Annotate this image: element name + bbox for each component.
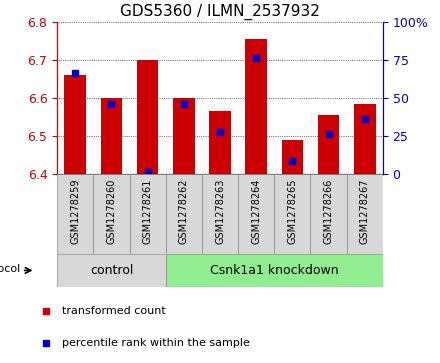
Bar (166, 174, 202, 254)
Bar (347, 174, 383, 254)
Bar (318, 115, 339, 174)
Text: GSM1278263: GSM1278263 (215, 178, 225, 244)
Bar (274, 174, 311, 254)
Text: GSM1278261: GSM1278261 (143, 178, 153, 244)
Bar (166, 254, 383, 287)
Text: control: control (90, 264, 133, 277)
Text: protocol: protocol (0, 264, 20, 274)
Bar (173, 98, 194, 174)
Text: percentile rank within the sample: percentile rank within the sample (62, 338, 249, 348)
Text: GSM1278262: GSM1278262 (179, 178, 189, 244)
Bar (57, 254, 166, 287)
Bar (238, 174, 274, 254)
Bar (64, 75, 86, 174)
Text: GSM1278259: GSM1278259 (70, 178, 80, 244)
Bar (202, 174, 238, 254)
Bar (101, 98, 122, 174)
Bar (246, 39, 267, 174)
Bar (129, 174, 166, 254)
Bar (282, 140, 303, 174)
Text: GSM1278267: GSM1278267 (360, 178, 370, 244)
Bar (209, 111, 231, 174)
Text: GSM1278264: GSM1278264 (251, 178, 261, 244)
Text: GSM1278260: GSM1278260 (106, 178, 117, 244)
Bar (93, 174, 129, 254)
Text: GSM1278266: GSM1278266 (323, 178, 334, 244)
Title: GDS5360 / ILMN_2537932: GDS5360 / ILMN_2537932 (120, 4, 320, 20)
Bar (57, 174, 93, 254)
Bar (354, 104, 376, 174)
Text: GSM1278265: GSM1278265 (287, 178, 297, 244)
Text: transformed count: transformed count (62, 306, 165, 316)
Text: Csnk1a1 knockdown: Csnk1a1 knockdown (210, 264, 338, 277)
Bar (311, 174, 347, 254)
Bar (137, 60, 158, 174)
